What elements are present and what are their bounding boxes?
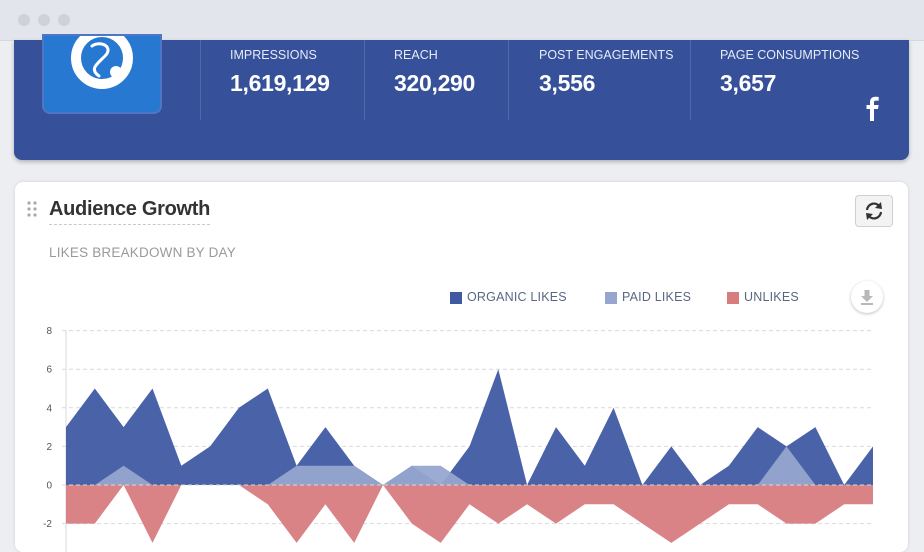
legend-label: UNLIKES [744,290,799,304]
y-tick-label: 8 [46,326,52,337]
stat-label: POST ENGAGEMENTS [539,48,674,62]
y-tick-label: 6 [46,365,52,376]
likes-area-chart: 8 6 4 2 0 -2 [43,326,873,552]
stat-label: PAGE CONSUMPTIONS [720,48,860,62]
panel-title[interactable]: Audience Growth [49,198,210,225]
stat-value: 320,290 [394,70,476,96]
audience-growth-panel: Audience Growth LIKES BREAKDOWN BY DAY O… [15,182,908,552]
window-close-dot[interactable] [18,14,30,26]
stat-divider [508,40,509,120]
stat-label: REACH [394,48,438,62]
stat-value: 1,619,129 [230,70,330,96]
facebook-icon[interactable] [862,95,882,121]
refresh-icon [865,202,883,220]
y-tick-label: 0 [46,481,52,492]
legend-swatch [727,292,739,304]
summary-header: IMPRESSIONS 1,619,129 REACH 320,290 POST… [14,27,909,160]
stat-divider [690,40,691,120]
window-minimize-dot[interactable] [38,14,50,26]
chart-subtitle: LIKES BREAKDOWN BY DAY [49,245,236,260]
brand-logo-icon [71,27,133,89]
y-tick-label: 2 [46,442,52,453]
paid-likes-area [66,446,873,485]
stat-divider [364,40,365,120]
stat-value: 3,657 [720,70,777,96]
download-button[interactable] [851,281,883,313]
stat-label: IMPRESSIONS [230,48,317,62]
legend-label: PAID LIKES [622,290,692,304]
stat-value: 3,556 [539,70,596,96]
download-icon [861,290,873,305]
drag-handle-icon[interactable] [27,201,37,217]
refresh-button[interactable] [855,195,893,227]
legend-swatch [605,292,617,304]
brand-logo [42,27,162,114]
organic-likes-area [66,369,873,485]
window-maximize-dot[interactable] [58,14,70,26]
legend-swatch [450,292,462,304]
y-tick-label: -2 [43,519,52,530]
y-tick-label: 4 [46,403,52,414]
legend-label: ORGANIC LIKES [467,290,567,304]
unlikes-area [66,485,873,543]
stat-divider [200,40,201,120]
